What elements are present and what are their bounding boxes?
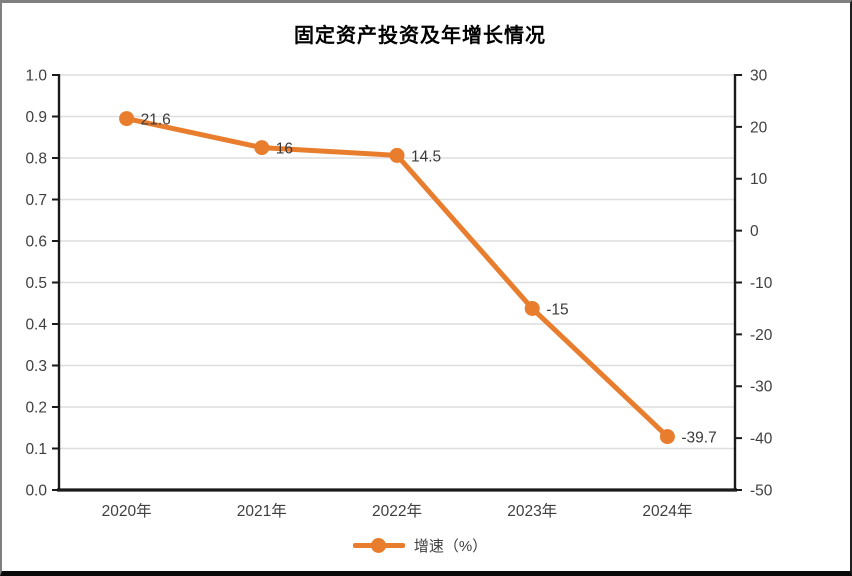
legend-line-marker-icon: [352, 538, 405, 553]
legend-dot-icon: [371, 538, 387, 553]
left-axis-tick-label: 0.1: [25, 441, 47, 458]
right-axis-tick-label: 0: [750, 223, 759, 240]
chart-title: 固定资产投资及年增长情况: [294, 25, 546, 47]
x-axis-category-label: 2022年: [372, 502, 422, 520]
right-axis-tick-label: -40: [750, 431, 773, 448]
data-point-label: -39.7: [681, 430, 716, 447]
data-point-marker: [659, 429, 675, 445]
left-axis-tick-label: 0.4: [25, 316, 47, 333]
right-axis-tick-label: -30: [750, 379, 773, 396]
x-axis-category-label: 2020年: [102, 502, 152, 520]
left-axis-tick-label: 0.5: [25, 275, 47, 292]
line-chart-plot-area: 1.0 0.9 0.8 0.7 0.6 0.5 0.4 0.3 0.2 0.1 0.0 30 20 10 0…: [25, 67, 773, 520]
right-axis-tick-label: -10: [750, 275, 773, 292]
left-axis-tick-label: 0.7: [25, 192, 47, 209]
chart-legend: 增速（%）: [2, 535, 838, 556]
left-axis-tick-label: 0.0: [25, 482, 47, 499]
right-axis-tick-label: 20: [750, 119, 768, 136]
data-point-label: -15: [546, 301, 568, 318]
data-point-marker: [119, 111, 135, 127]
x-axis-category-label: 2021年: [237, 502, 287, 520]
right-axis-tick-label: 10: [750, 171, 768, 188]
left-axis-tick-label: 0.3: [25, 358, 47, 375]
data-point-marker: [389, 147, 405, 163]
right-axis-tick-label: -50: [750, 482, 773, 499]
right-axis-tick-label: -20: [750, 327, 773, 344]
data-point-label: 21.6: [141, 112, 171, 129]
right-axis-tick-label: 30: [750, 67, 768, 84]
left-axis-tick-label: 0.6: [25, 233, 47, 250]
data-point-label: 16: [276, 141, 293, 158]
left-axis-tick-label: 1.0: [25, 67, 47, 84]
data-point-marker: [254, 140, 270, 156]
left-axis-tick-label: 0.9: [25, 109, 47, 126]
left-axis-tick-label: 0.2: [25, 399, 47, 416]
x-axis-category-label: 2023年: [507, 502, 557, 520]
left-axis-tick-label: 0.8: [25, 150, 47, 167]
data-point-marker: [524, 300, 540, 316]
legend-series-label: 增速（%）: [413, 538, 488, 555]
data-point-label: 14.5: [411, 148, 441, 165]
x-axis-category-label: 2024年: [642, 502, 692, 520]
series-line: [124, 116, 670, 440]
